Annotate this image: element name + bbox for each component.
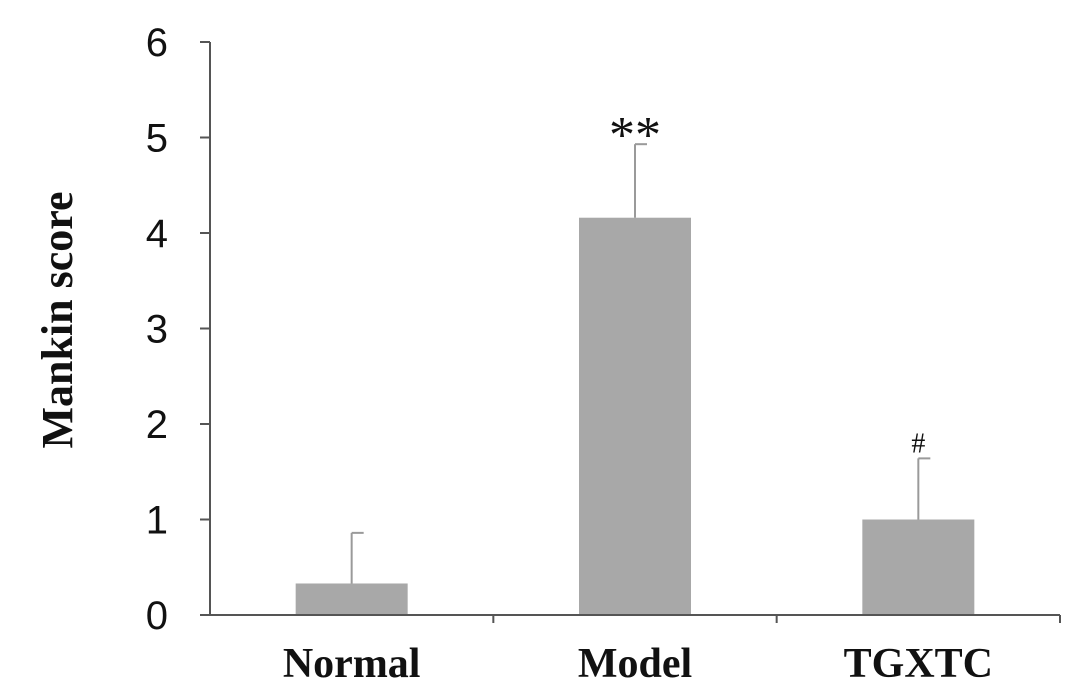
y-tick-label: 1: [146, 499, 168, 543]
bars: [295, 143, 975, 615]
y-tick-label: 2: [146, 403, 168, 447]
y-tick-label: 0: [146, 594, 168, 638]
significance-label: **: [609, 107, 661, 164]
y-axis-ticks: 0 1 2 3 4 5 6: [146, 21, 210, 638]
x-tick-label: Normal: [283, 641, 421, 687]
axes: [209, 42, 1061, 623]
bar-tgxtc: [862, 519, 975, 615]
bar-model: [579, 217, 691, 615]
y-tick-label: 5: [146, 117, 168, 161]
y-tick-label: 3: [146, 308, 168, 352]
y-axis-title-group: Mankin score: [33, 191, 82, 448]
y-tick-label: 4: [146, 212, 168, 256]
category-labels: Normal Model TGXTC: [283, 641, 993, 687]
y-tick-label: 6: [146, 21, 168, 65]
y-axis-title: Mankin score: [33, 191, 82, 448]
x-tick-label: Model: [578, 641, 692, 687]
x-tick-label: TGXTC: [844, 641, 993, 687]
significance-label: #: [911, 428, 925, 459]
significance-labels: ** #: [609, 107, 925, 459]
bar-normal: [295, 583, 408, 615]
